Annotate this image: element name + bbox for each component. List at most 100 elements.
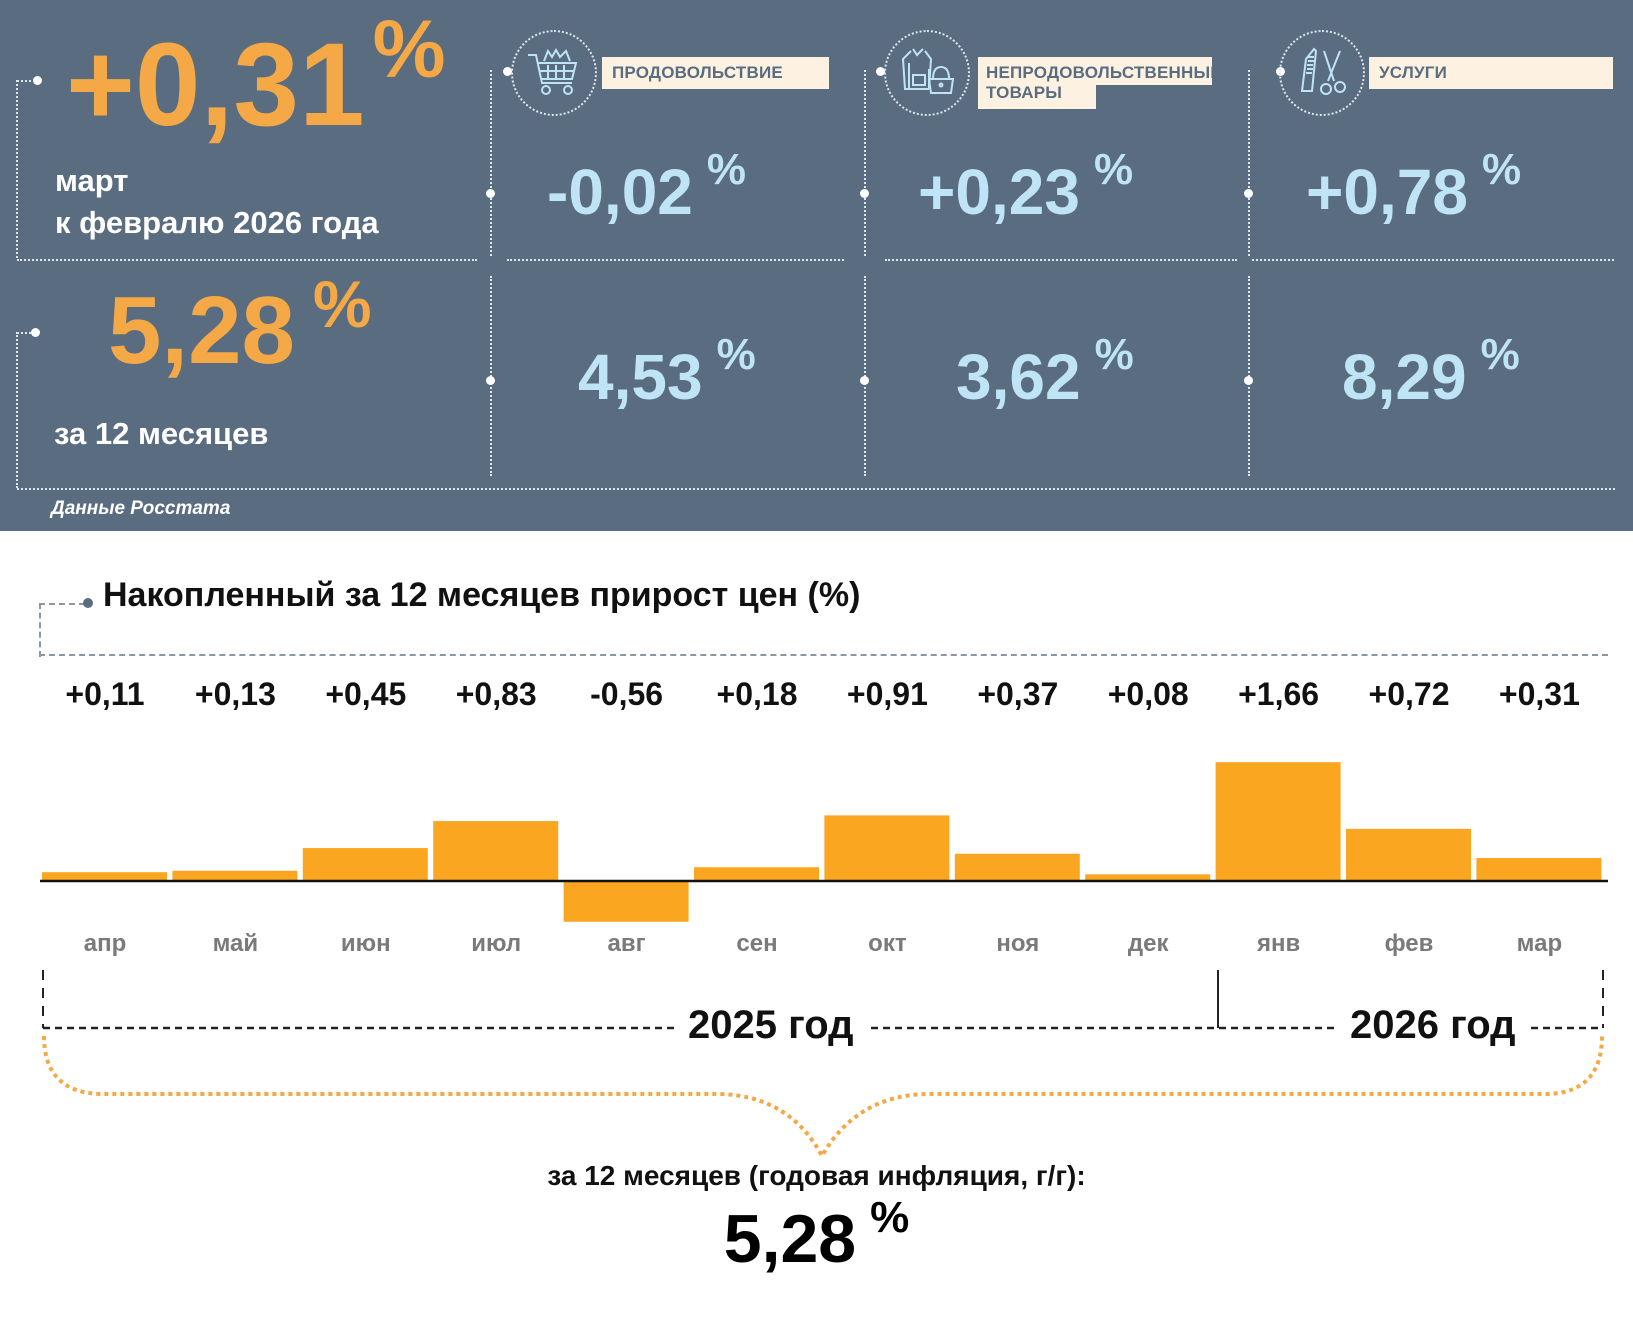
bar-авг (563, 882, 689, 922)
value-label-май: +0,13 (194, 676, 276, 712)
bar-ноя (954, 853, 1080, 880)
category-label-nonfood-line1: НЕПРОДОВОЛЬСТВЕННЫЕ (986, 63, 1222, 82)
nonfood-annual-value: 3,62% (956, 330, 1134, 414)
source-note: Данные Росстата (51, 498, 231, 519)
percent-sign: % (706, 145, 746, 194)
value-label-авг: -0,56 (590, 676, 664, 712)
month-label-июн: июн (340, 930, 391, 957)
nonfood-monthly-value: +0,23% (918, 145, 1133, 229)
title-underline (39, 654, 1608, 656)
bar-май (172, 870, 298, 880)
monthly-caption: март к февралю 2026 года (55, 160, 379, 244)
chart-title: Накопленный за 12 месяцев прирост цен (%… (103, 576, 861, 614)
year-label-2025: 2025 год (674, 1003, 868, 1048)
food-icon-circle (511, 30, 597, 116)
food-monthly-number: -0,02 (547, 156, 693, 228)
annual-summary-unit: % (870, 1193, 910, 1242)
services-annual-number: 8,29 (1342, 341, 1467, 413)
connector-dot (876, 67, 885, 76)
connector-line (17, 332, 35, 334)
category-label-nonfood: НЕПРОДОВОЛЬСТВЕННЫЕ (978, 57, 1222, 85)
bar-chart (40, 762, 1608, 922)
connector-dot (31, 328, 40, 337)
monthly-value-unit: % (372, 4, 446, 95)
bar-дек (1085, 874, 1211, 880)
annual-inflation-value: 5,28% (108, 267, 372, 393)
nonfood-annual-number: 3,62 (956, 341, 1081, 413)
title-bullet (83, 598, 93, 608)
connector-dot (503, 67, 512, 76)
column-divider (1248, 70, 1250, 256)
value-label-окт: +0,91 (846, 676, 928, 712)
bar-июл (433, 821, 559, 880)
title-connector (39, 603, 85, 657)
monthly-caption-line1: март (55, 163, 129, 198)
bar-янв (1215, 762, 1341, 880)
annual-summary-value: 5,28% (0, 1193, 1633, 1278)
monthly-caption-line2: к февралю 2026 года (55, 205, 379, 240)
row-divider (507, 259, 844, 261)
connector-line (16, 332, 18, 488)
percent-sign: % (716, 330, 756, 379)
row-divider (885, 259, 1237, 261)
month-label-янв: янв (1256, 930, 1301, 957)
connector-dot (1244, 376, 1253, 385)
services-monthly-number: +0,78 (1306, 156, 1468, 228)
annual-caption: за 12 месяцев (54, 416, 269, 451)
percent-sign: % (1480, 330, 1520, 379)
column-divider (490, 70, 492, 256)
food-annual-value: 4,53% (578, 330, 756, 414)
value-label-ноя: +0,37 (977, 676, 1059, 712)
monthly-value-number: +0,31 (66, 19, 365, 151)
value-label-фев: +0,72 (1368, 676, 1450, 712)
month-label-фев: фев (1384, 930, 1434, 957)
category-label-nonfood-line2-box: ТОВАРЫ (978, 83, 1096, 109)
category-label-nonfood-line2: ТОВАРЫ (986, 83, 1063, 102)
row-divider (1252, 259, 1614, 261)
connector-dot (486, 376, 495, 385)
connector-dot (860, 189, 869, 198)
month-label-дек: дек (1127, 930, 1169, 957)
month-label-авг: авг (607, 930, 646, 957)
shopping-cart-icon (528, 47, 578, 95)
connector-dot (33, 76, 42, 85)
percent-sign: % (1094, 330, 1134, 379)
bar-окт (824, 815, 950, 880)
month-label-мар: мар (1516, 930, 1563, 957)
summary-panel: +0,31% март к февралю 2026 года 5,28% за… (0, 0, 1633, 531)
percent-sign: % (1093, 145, 1134, 194)
month-label-июл: июл (471, 930, 522, 957)
connector-dot (860, 376, 869, 385)
category-label-services: УСЛУГИ (1369, 57, 1613, 89)
value-label-мар: +0,31 (1498, 676, 1580, 712)
bar-фев (1346, 828, 1471, 880)
connector-dot (1244, 189, 1253, 198)
annual-value-unit: % (312, 267, 372, 341)
nonfood-monthly-number: +0,23 (918, 156, 1080, 228)
month-label-ноя: ноя (996, 930, 1040, 957)
value-label-июл: +0,83 (455, 676, 537, 712)
services-monthly-value: +0,78% (1306, 145, 1521, 229)
percent-sign: % (1481, 145, 1522, 194)
clothing-bag-icon (901, 48, 955, 94)
curly-brace (42, 1035, 1604, 1160)
services-annual-value: 8,29% (1342, 330, 1520, 414)
value-label-дек: +0,08 (1107, 676, 1189, 712)
bar-мар (1476, 857, 1602, 880)
bar-сен (694, 867, 819, 880)
monthly-inflation-value: +0,31% (66, 4, 446, 163)
value-label-янв: +1,66 (1238, 676, 1320, 712)
nonfood-icon-circle (884, 30, 970, 116)
month-label-апр: апр (83, 930, 127, 957)
annual-value-number: 5,28 (108, 277, 295, 384)
month-label-сен: сен (736, 930, 778, 957)
month-label-окт: окт (868, 930, 907, 957)
value-label-июн: +0,45 (325, 676, 407, 712)
value-label-апр: +0,11 (65, 676, 145, 712)
month-label-май: май (212, 930, 259, 957)
column-divider (864, 70, 866, 256)
annual-summary-number: 5,28 (723, 1201, 857, 1277)
bar-апр (42, 872, 167, 880)
food-annual-number: 4,53 (578, 341, 703, 413)
year-brackets (42, 970, 1604, 1160)
